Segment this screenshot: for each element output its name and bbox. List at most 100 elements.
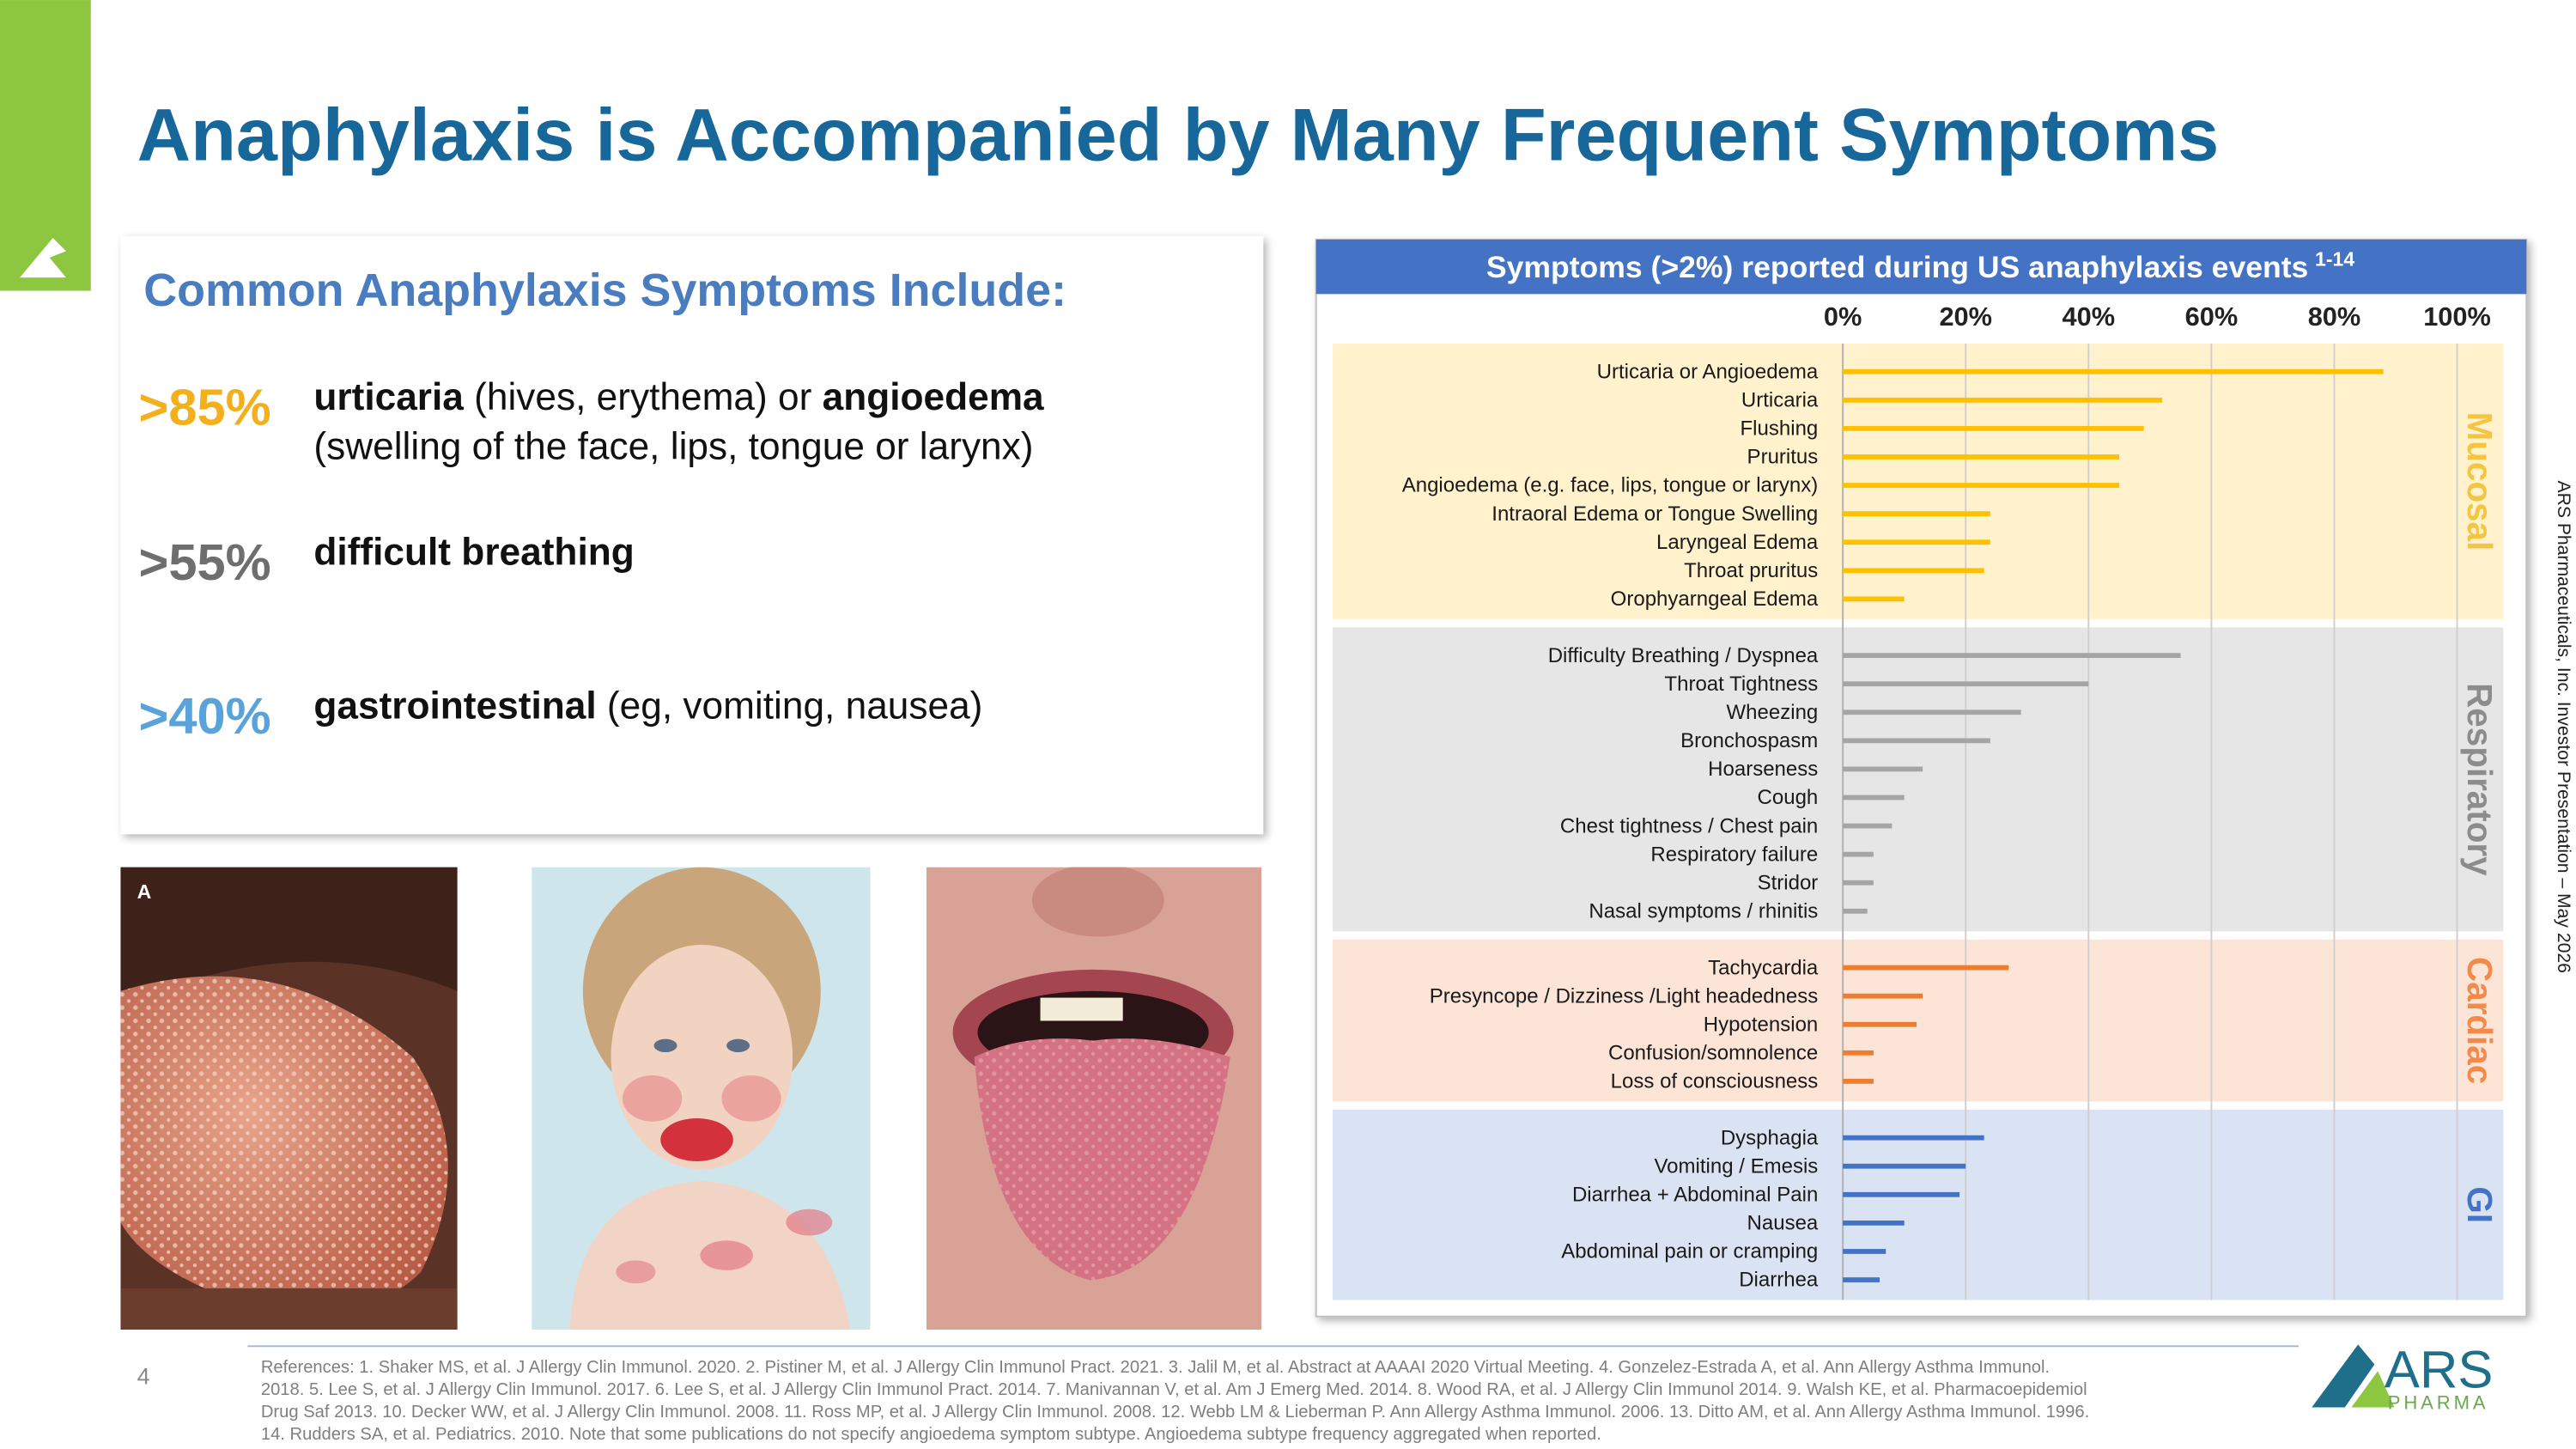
bar — [1843, 823, 1893, 829]
reference-line: 2018. 5. Lee S, et al. J Allergy Clin Im… — [261, 1380, 2087, 1399]
reference-line: References: 1. Shaker MS, et al. J Aller… — [261, 1358, 2050, 1377]
category-label: Throat pruritus — [1684, 559, 1818, 582]
bar — [1843, 766, 1923, 772]
x-tick-label: 20% — [1939, 301, 1992, 332]
stat: >55% — [139, 533, 271, 591]
group-label: Cardiac — [2460, 957, 2500, 1084]
category-label: Urticaria or Angioedema — [1597, 360, 1819, 383]
summary-heading: Common Anaphylaxis Symptoms Include: — [143, 265, 1066, 316]
chart-title-bar — [1315, 239, 2527, 295]
reference-line: Drug Saf 2013. 10. Decker WW, et al. J A… — [261, 1403, 2089, 1422]
text-run: gastrointestinal — [313, 685, 596, 728]
logo-mark — [2312, 1344, 2375, 1408]
stat: >40% — [139, 687, 271, 745]
category-label: Hoarseness — [1708, 758, 1818, 781]
category-label: Dysphagia — [1721, 1126, 1819, 1149]
summary-box — [120, 236, 1264, 835]
bar — [1843, 454, 2120, 460]
category-label: Respiratory failure — [1650, 843, 1818, 866]
bar — [1843, 965, 2009, 971]
photo-tongue — [120, 867, 458, 1330]
bar — [1843, 1021, 1917, 1027]
category-label: Presyncope / Dizziness /Light headedness — [1430, 984, 1819, 1008]
bar — [1843, 425, 2144, 431]
text-run: (eg, vomiting, nausea) — [597, 685, 983, 728]
bar — [1843, 880, 1874, 886]
side-note: ARS Pharmaceuticals, Inc. Investor Prese… — [2554, 480, 2573, 972]
group-band — [1332, 1109, 2504, 1300]
bar — [1843, 511, 1990, 516]
category-label: Orophyarngeal Edema — [1611, 588, 1819, 611]
category-label: Bronchospasm — [1680, 729, 1818, 752]
stat: >85% — [139, 378, 271, 435]
symptom-text: gastrointestinal (eg, vomiting, nausea) — [313, 685, 982, 728]
bar — [1843, 681, 2089, 687]
category-label: Throat Tightness — [1664, 673, 1818, 696]
bar — [1843, 397, 2163, 403]
bar — [1843, 795, 1905, 801]
group-band — [1332, 939, 2504, 1102]
category-label: Diarrhea — [1739, 1269, 1819, 1292]
logo-name: ARS — [2385, 1340, 2494, 1399]
category-label: Hypotension — [1704, 1013, 1819, 1036]
x-tick-label: 80% — [2308, 301, 2361, 332]
category-label: Intraoral Edema or Tongue Swelling — [1492, 502, 1818, 526]
bar — [1843, 1135, 1984, 1141]
photo-label: A — [137, 880, 152, 903]
group-label: Respiratory — [2460, 683, 2500, 876]
category-label: Difficulty Breathing / Dyspnea — [1548, 644, 1819, 667]
x-tick-label: 40% — [2063, 301, 2116, 332]
bar — [1843, 1277, 1880, 1282]
category-label: Cough — [1758, 786, 1819, 809]
category-label: Confusion/somnolence — [1608, 1042, 1818, 1065]
category-label: Nausea — [1747, 1212, 1819, 1235]
bar — [1843, 1249, 1886, 1254]
category-label: Loss of consciousness — [1611, 1070, 1819, 1093]
category-label: Chest tightness / Chest pain — [1560, 814, 1818, 837]
group-label: GI — [2460, 1186, 2500, 1223]
bar — [1843, 368, 2384, 374]
symptom-text: difficult breathing — [313, 532, 634, 574]
bar — [1843, 993, 1923, 999]
bar — [1843, 1191, 1960, 1197]
category-label: Abdominal pain or cramping — [1561, 1240, 1818, 1263]
bar — [1843, 908, 1868, 914]
x-tick-label: 60% — [2185, 301, 2239, 332]
text-run: (hives, erythema) or — [464, 376, 823, 418]
category-label: Urticaria — [1741, 389, 1819, 412]
photo-mouth — [926, 867, 1262, 1330]
bar — [1843, 653, 2181, 658]
text-run: difficult breathing — [313, 532, 634, 574]
symptom-text: urticaria (hives, erythema) or angioedem… — [313, 376, 1044, 418]
category-label: Laryngeal Edema — [1656, 531, 1819, 554]
text-run: urticaria — [313, 376, 464, 418]
bar — [1843, 483, 2120, 488]
x-tick-label: 100% — [2423, 301, 2491, 332]
bar — [1843, 709, 2021, 715]
x-tick-label: 0% — [1824, 301, 1862, 332]
text-run: (swelling of the face, lips, tongue or l… — [313, 426, 1033, 468]
group-label: Mucosal — [2460, 412, 2500, 551]
bar — [1843, 539, 1990, 545]
chart-title-ref: 1-14 — [2315, 248, 2354, 271]
category-label: Tachycardia — [1708, 956, 1819, 979]
photo-child — [532, 867, 871, 1330]
brand-icon — [20, 237, 66, 278]
bar — [1843, 1221, 1905, 1226]
bar — [1843, 1079, 1874, 1084]
logo-mark — [2351, 1371, 2395, 1408]
category-label: Nasal symptoms / rhinitis — [1589, 900, 1818, 923]
group-band — [1332, 627, 2504, 932]
category-label: Angioedema (e.g. face, lips, tongue or l… — [1402, 474, 1819, 497]
category-label: Vomiting / Emesis — [1654, 1154, 1818, 1178]
bar — [1843, 568, 1984, 574]
category-label: Wheezing — [1727, 701, 1819, 724]
reference-line: 14. Rudders SA, et al. Pediatrics. 2010.… — [261, 1425, 1601, 1444]
bar — [1843, 596, 1905, 602]
slide-title: Anaphylaxis is Accompanied by Many Frequ… — [137, 94, 2220, 177]
bar — [1843, 851, 1874, 857]
bar — [1843, 1050, 1874, 1056]
brand-bar — [0, 0, 91, 291]
